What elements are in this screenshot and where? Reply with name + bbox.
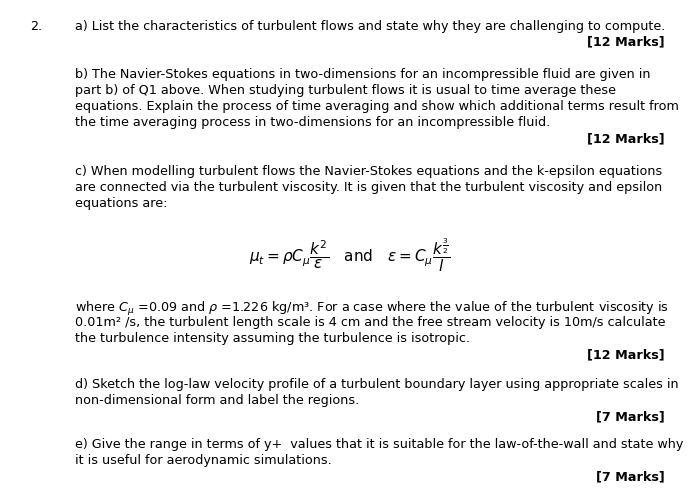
Text: part b) of Q1 above. When studying turbulent flows it is usual to time average t: part b) of Q1 above. When studying turbu… — [75, 84, 616, 97]
Text: equations. Explain the process of time averaging and show which additional terms: equations. Explain the process of time a… — [75, 100, 679, 113]
Text: 0.01m² /s, the turbulent length scale is 4 cm and the free stream velocity is 10: 0.01m² /s, the turbulent length scale is… — [75, 316, 666, 329]
Text: a) List the characteristics of turbulent flows and state why they are challengin: a) List the characteristics of turbulent… — [75, 20, 666, 33]
Text: [12 Marks]: [12 Marks] — [587, 132, 665, 145]
Text: [7 Marks]: [7 Marks] — [596, 410, 665, 423]
Text: are connected via the turbulent viscosity. It is given that the turbulent viscos: are connected via the turbulent viscosit… — [75, 181, 662, 194]
Text: non-dimensional form and label the regions.: non-dimensional form and label the regio… — [75, 394, 359, 407]
Text: d) Sketch the log-law velocity profile of a turbulent boundary layer using appro: d) Sketch the log-law velocity profile o… — [75, 378, 678, 391]
Text: where $C_{\mu}$ =0.09 and $\rho$ =1.226 kg/m³. For a case where the value of the: where $C_{\mu}$ =0.09 and $\rho$ =1.226 … — [75, 300, 669, 318]
Text: [7 Marks]: [7 Marks] — [596, 470, 665, 483]
Text: $\mu_t = \rho C_\mu \dfrac{k^2}{\varepsilon}$$\quad \mathrm{and} \quad$$\varepsi: $\mu_t = \rho C_\mu \dfrac{k^2}{\varepsi… — [249, 236, 451, 274]
Text: c) When modelling turbulent flows the Navier-Stokes equations and the k-epsilon : c) When modelling turbulent flows the Na… — [75, 165, 662, 178]
Text: [12 Marks]: [12 Marks] — [587, 348, 665, 361]
Text: e) Give the range in terms of y+  values that it is suitable for the law-of-the-: e) Give the range in terms of y+ values … — [75, 438, 683, 451]
Text: 2.: 2. — [30, 20, 42, 33]
Text: equations are:: equations are: — [75, 197, 167, 210]
Text: b) The Navier-Stokes equations in two-dimensions for an incompressible fluid are: b) The Navier-Stokes equations in two-di… — [75, 68, 650, 81]
Text: the time averaging process in two-dimensions for an incompressible fluid.: the time averaging process in two-dimens… — [75, 116, 550, 129]
Text: it is useful for aerodynamic simulations.: it is useful for aerodynamic simulations… — [75, 454, 332, 467]
Text: [12 Marks]: [12 Marks] — [587, 35, 665, 48]
Text: the turbulence intensity assuming the turbulence is isotropic.: the turbulence intensity assuming the tu… — [75, 332, 470, 345]
